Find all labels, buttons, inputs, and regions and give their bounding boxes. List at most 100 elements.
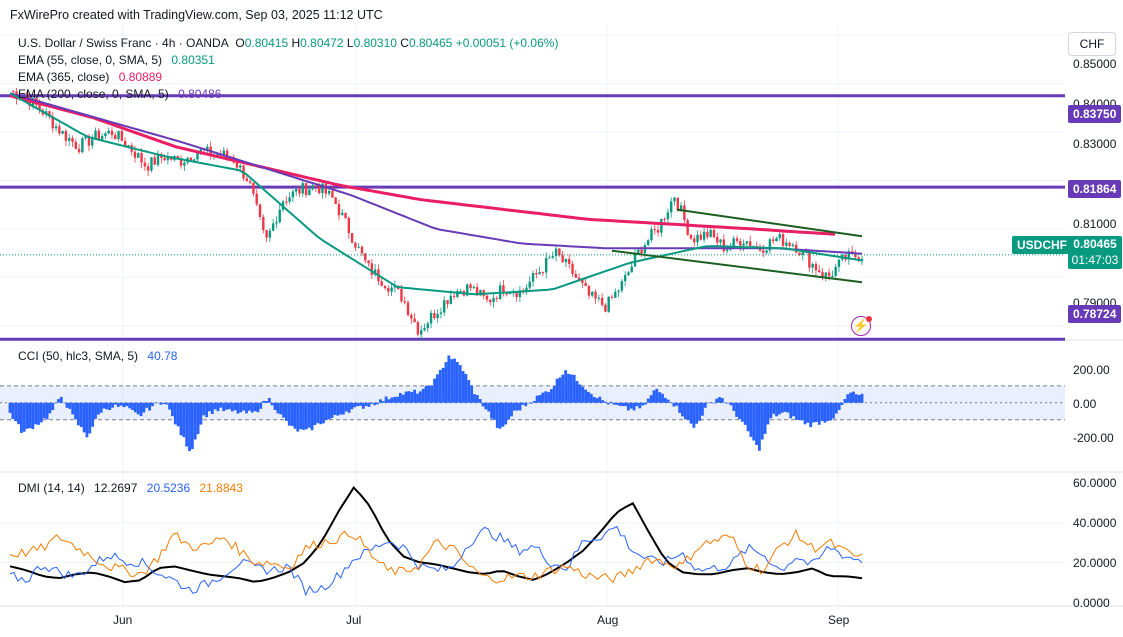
candle-body bbox=[419, 330, 423, 335]
cci-bar bbox=[592, 396, 596, 403]
cci-bar bbox=[510, 402, 513, 417]
cci-bar bbox=[216, 402, 220, 412]
cci-bar bbox=[202, 402, 206, 416]
cci-bar bbox=[88, 402, 92, 434]
cci-bar bbox=[601, 400, 605, 403]
candle-body bbox=[614, 291, 617, 298]
cci-bar bbox=[752, 402, 756, 441]
time-axis-label: Aug bbox=[597, 613, 619, 627]
cci-bar bbox=[766, 402, 770, 425]
cci-bar bbox=[401, 394, 405, 403]
ema55-legend[interactable]: EMA (55, close, 0, SMA, 5) 0.80351 bbox=[18, 53, 215, 67]
candle-body bbox=[610, 296, 614, 298]
cci-bar bbox=[849, 392, 853, 403]
candle-body bbox=[403, 301, 406, 303]
candle-body bbox=[528, 281, 531, 288]
cci-bar bbox=[755, 402, 758, 445]
cci-bar bbox=[245, 402, 248, 414]
level-tag[interactable]: 0.81864 bbox=[1068, 180, 1122, 198]
candle-body bbox=[288, 197, 291, 202]
cci-bar bbox=[487, 402, 491, 412]
high-value: 0.80472 bbox=[300, 36, 344, 50]
cci-bar bbox=[740, 402, 744, 422]
dmi-pane[interactable] bbox=[0, 485, 1065, 597]
cci-bar bbox=[407, 391, 411, 403]
candle-body bbox=[71, 138, 74, 142]
cci-bar bbox=[324, 402, 328, 421]
level-tag[interactable]: 0.83750 bbox=[1068, 105, 1122, 123]
candle-body bbox=[709, 230, 712, 237]
cci-bar bbox=[658, 392, 662, 403]
cci-bar bbox=[373, 402, 377, 406]
candle-body bbox=[416, 322, 420, 335]
cci-bar bbox=[267, 398, 271, 403]
currency-button[interactable]: CHF bbox=[1068, 32, 1116, 56]
candle-body bbox=[785, 242, 788, 246]
candle-body bbox=[485, 295, 489, 300]
candle-body bbox=[739, 240, 742, 246]
cci-bar bbox=[718, 397, 721, 403]
cci-bar bbox=[527, 402, 531, 404]
cci-legend[interactable]: CCI (50, hlc3, SMA, 5) 40.78 bbox=[18, 349, 177, 363]
cci-bar bbox=[854, 394, 858, 403]
alert-icon[interactable]: ⚡ bbox=[851, 316, 871, 336]
cci-bar bbox=[142, 402, 146, 413]
candle-body bbox=[745, 241, 749, 244]
level-tag[interactable]: 0.78724 bbox=[1068, 305, 1122, 323]
cci-bar bbox=[367, 402, 371, 407]
cci-bar bbox=[612, 402, 616, 405]
cci-bar bbox=[293, 402, 297, 429]
cci-pane[interactable] bbox=[0, 355, 1065, 452]
dmi-legend[interactable]: DMI (14, 14) 12.2697 20.5236 21.8843 bbox=[18, 481, 243, 495]
symbol-name[interactable]: U.S. Dollar / Swiss Franc · 4h · OANDA bbox=[18, 36, 229, 50]
candle-body bbox=[380, 281, 383, 286]
cci-bar bbox=[156, 402, 160, 404]
cci-bar bbox=[105, 402, 109, 410]
cci-bar bbox=[273, 402, 277, 410]
cci-bar bbox=[71, 402, 75, 415]
cci-bar bbox=[299, 402, 303, 430]
candle-body bbox=[653, 229, 656, 231]
candle-body bbox=[97, 130, 101, 141]
candle-body bbox=[604, 304, 607, 312]
ema365-value: 0.80889 bbox=[118, 70, 163, 84]
cci-bar bbox=[712, 402, 716, 404]
dmi-axis-label: 0.0000 bbox=[1073, 596, 1110, 610]
cci-bar bbox=[843, 399, 847, 403]
candle-body bbox=[650, 229, 653, 241]
candle-body bbox=[298, 188, 301, 194]
candle-body bbox=[778, 234, 781, 239]
candle-body bbox=[706, 231, 709, 237]
candle-body bbox=[607, 296, 610, 312]
candle-body bbox=[508, 293, 512, 295]
cci-bar bbox=[832, 402, 835, 419]
cci-bar bbox=[179, 402, 183, 436]
cci-bar bbox=[632, 402, 636, 411]
candle-body bbox=[235, 162, 239, 168]
cci-bar bbox=[649, 395, 653, 403]
candle-body bbox=[502, 285, 505, 294]
cci-bar bbox=[786, 402, 790, 413]
candle-body bbox=[505, 293, 508, 295]
cci-bar bbox=[287, 402, 291, 426]
candle-body bbox=[245, 178, 249, 182]
ema365-legend[interactable]: EMA (365, close) 0.80889 bbox=[18, 70, 162, 84]
cci-bar bbox=[290, 402, 294, 426]
cci-bar bbox=[433, 378, 436, 403]
cci-bar bbox=[797, 402, 801, 420]
cci-bar bbox=[276, 402, 280, 414]
candle-body bbox=[110, 130, 114, 136]
candle-body bbox=[367, 260, 370, 264]
price-pane[interactable] bbox=[0, 88, 1065, 341]
cci-bar bbox=[427, 385, 431, 403]
cci-bar bbox=[507, 402, 511, 420]
candle-body bbox=[199, 149, 202, 153]
dmi-axis-label: 40.0000 bbox=[1073, 516, 1117, 530]
cci-title: CCI (50, hlc3, SMA, 5) bbox=[18, 349, 139, 363]
ema200-legend[interactable]: EMA (200, close, 0, SMA, 5) 0.80486 bbox=[18, 87, 221, 101]
cci-bar bbox=[683, 402, 687, 420]
candle-body bbox=[696, 234, 699, 243]
cci-bar bbox=[823, 402, 827, 423]
cci-bar bbox=[604, 401, 607, 403]
